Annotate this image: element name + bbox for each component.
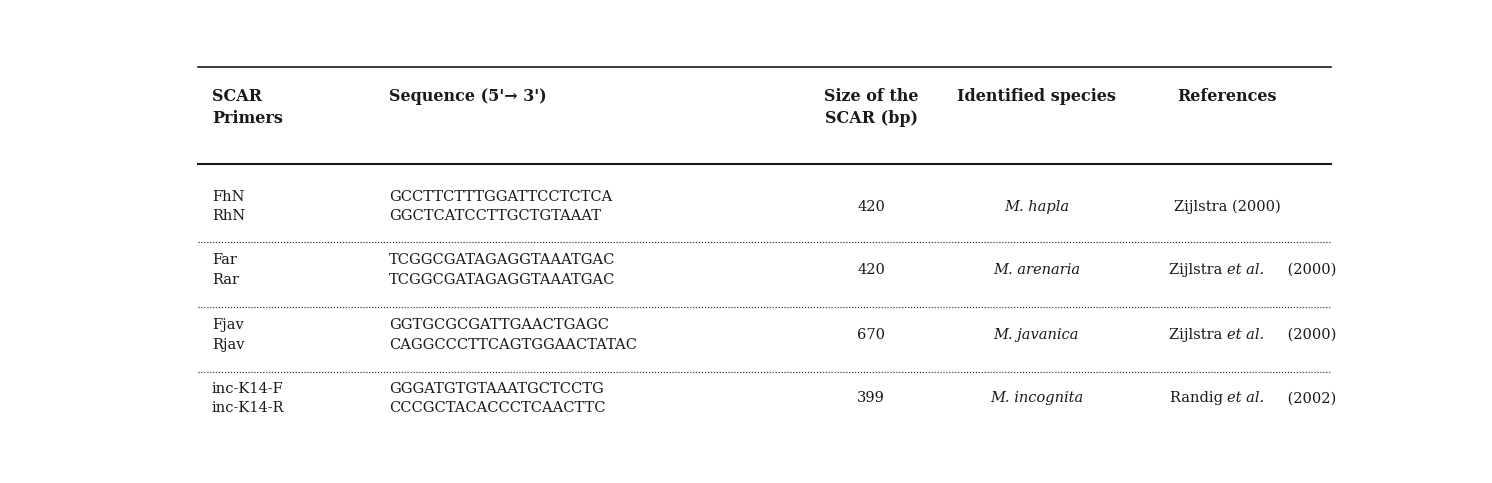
Text: Zijlstra (2000): Zijlstra (2000) [1174,199,1280,214]
Text: et al.: et al. [1228,328,1264,342]
Text: M. hapla: M. hapla [1004,200,1068,213]
Text: SCAR
Primers: SCAR Primers [212,88,283,127]
Text: GCCTTCTTTGGATTCCTCTCA
GGCTCATCCTTGCTGTAAAT: GCCTTCTTTGGATTCCTCTCA GGCTCATCCTTGCTGTAA… [389,190,612,224]
Text: M. incognita: M. incognita [989,391,1083,405]
Text: Sequence (5'→ 3'): Sequence (5'→ 3') [389,88,546,105]
Text: 399: 399 [856,391,885,405]
Text: Far
Rar: Far Rar [212,253,239,287]
Text: M. arenaria: M. arenaria [992,263,1080,277]
Text: Identified species: Identified species [956,88,1116,105]
Text: 420: 420 [856,263,885,277]
Text: inc-K14-F
inc-K14-R: inc-K14-F inc-K14-R [212,382,285,415]
Text: et al.: et al. [1228,263,1264,277]
Text: TCGGCGATAGAGGTAAATGAC
TCGGCGATAGAGGTAAATGAC: TCGGCGATAGAGGTAAATGAC TCGGCGATAGAGGTAAAT… [389,253,615,287]
Text: 670: 670 [856,328,885,342]
Text: (2002): (2002) [1283,391,1335,405]
Text: Zijlstra: Zijlstra [1170,263,1228,277]
Text: Zijlstra: Zijlstra [1170,328,1228,342]
Text: Size of the
SCAR (bp): Size of the SCAR (bp) [824,88,918,127]
Text: GGGATGTGTAAATGCTCCTG
CCCGCTACACCCTCAACTTC: GGGATGTGTAAATGCTCCTG CCCGCTACACCCTCAACTT… [389,382,606,415]
Text: (2000): (2000) [1283,328,1335,342]
Text: 420: 420 [856,200,885,213]
Text: Fjav
Rjav: Fjav Rjav [212,318,245,352]
Text: (2000): (2000) [1283,263,1335,277]
Text: M. javanica: M. javanica [994,328,1079,342]
Text: References: References [1177,88,1277,105]
Text: Randig: Randig [1170,391,1228,405]
Text: GGTGCGCGATTGAACTGAGC
CAGGCCCTTCAGTGGAACTATAC: GGTGCGCGATTGAACTGAGC CAGGCCCTTCAGTGGAACT… [389,318,637,352]
Text: FhN
RhN: FhN RhN [212,190,245,224]
Text: et al.: et al. [1228,391,1264,405]
